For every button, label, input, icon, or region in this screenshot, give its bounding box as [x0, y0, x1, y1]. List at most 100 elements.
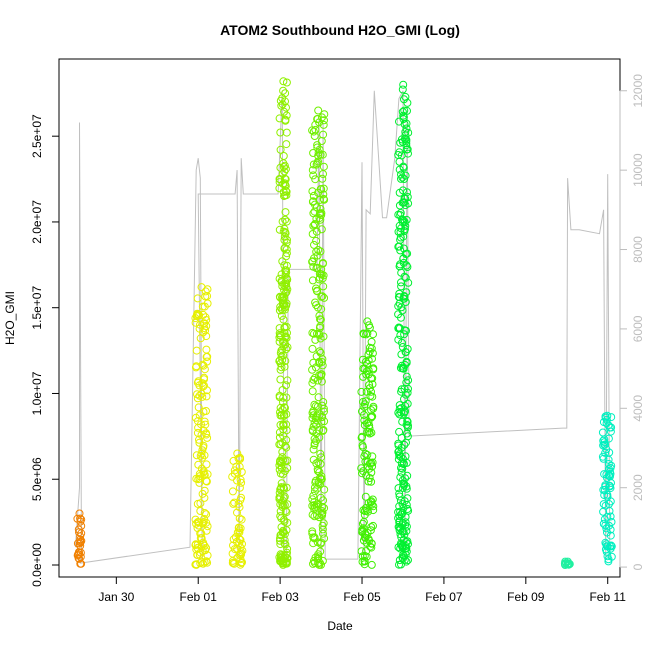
data-point: [200, 486, 209, 495]
data-point: [399, 454, 407, 463]
data-point: [368, 380, 377, 389]
data-point: [276, 408, 284, 417]
data-point: [203, 551, 212, 560]
right-tick-label: 10000: [631, 153, 645, 187]
data-point: [311, 120, 320, 129]
data-point: [200, 558, 209, 567]
data-point: [399, 409, 408, 418]
data-point: [195, 324, 204, 333]
data-points: [73, 77, 616, 569]
y-tick-label: 1.0e+07: [30, 371, 44, 415]
data-point: [367, 477, 376, 486]
data-point: [316, 460, 325, 468]
data-point: [368, 412, 377, 421]
data-point: [403, 537, 412, 546]
data-point: [395, 165, 404, 174]
data-point: [200, 509, 209, 517]
data-point: [395, 188, 404, 197]
data-point: [362, 552, 371, 561]
data-point: [395, 560, 403, 569]
data-point: [275, 225, 284, 234]
data-point: [283, 235, 291, 244]
data-point: [193, 294, 202, 303]
data-point: [312, 247, 321, 256]
x-axis: Jan 30 Feb 01 Feb 03 Feb 05 Feb 07 Feb 09 Feb …: [98, 576, 626, 604]
data-point: [203, 292, 212, 301]
data-point: [397, 468, 406, 477]
data-point: [237, 550, 246, 559]
data-point: [237, 478, 246, 487]
data-point: [279, 77, 288, 86]
data-point: [402, 420, 411, 429]
data-point: [317, 475, 326, 484]
y-tick-label: 1.5e+07: [30, 286, 44, 330]
data-point: [281, 270, 290, 279]
data-point: [308, 257, 317, 266]
data-point: [600, 470, 609, 479]
data-point: [367, 500, 376, 509]
data-point: [198, 360, 207, 369]
data-point: [309, 221, 318, 230]
data-point: [317, 358, 326, 366]
data-point: [320, 534, 329, 543]
x-tick-label: Feb 09: [507, 590, 545, 604]
data-point: [279, 315, 288, 324]
data-point: [403, 106, 411, 115]
data-point: [194, 403, 203, 412]
point-cluster: [560, 557, 574, 569]
data-point: [402, 527, 411, 536]
data-point: [399, 80, 408, 89]
data-point: [200, 324, 209, 333]
data-point: [396, 246, 405, 255]
data-point: [309, 411, 318, 420]
data-point: [281, 441, 290, 450]
data-point: [282, 301, 291, 310]
data-point: [368, 458, 377, 467]
data-point: [316, 449, 325, 458]
data-point: [193, 518, 202, 526]
data-point: [237, 515, 246, 524]
right-axis: 0 2000 4000 6000 8000 10000 12000: [619, 74, 645, 570]
data-point: [314, 393, 323, 402]
data-point: [199, 441, 208, 450]
data-point: [605, 521, 613, 530]
data-point: [400, 497, 409, 506]
data-point: [200, 302, 209, 311]
data-point: [310, 221, 319, 229]
data-point: [402, 124, 411, 133]
data-point: [606, 525, 615, 534]
data-point: [602, 542, 611, 551]
data-point: [308, 427, 317, 436]
data-point: [315, 275, 323, 284]
data-point: [401, 513, 410, 521]
data-point: [319, 170, 327, 178]
data-point: [319, 282, 328, 291]
data-point: [401, 474, 410, 483]
data-point: [75, 550, 84, 559]
data-point: [278, 257, 287, 266]
data-point: [367, 543, 376, 552]
point-cluster: [598, 411, 616, 566]
point-cluster: [275, 77, 292, 569]
data-point: [279, 528, 288, 537]
altitude-line: [74, 90, 612, 564]
data-point: [282, 526, 291, 535]
data-point: [276, 375, 285, 384]
data-point: [401, 348, 410, 356]
data-point: [318, 174, 327, 183]
data-point: [282, 217, 291, 226]
data-point: [195, 435, 203, 444]
data-point: [395, 299, 404, 308]
data-point: [277, 479, 286, 488]
data-point: [400, 330, 409, 339]
right-tick-label: 2000: [631, 474, 645, 501]
data-point: [309, 491, 318, 500]
data-point: [198, 302, 207, 311]
y-tick-label: 2.5e+07: [30, 114, 44, 158]
data-point: [310, 329, 318, 338]
data-point: [400, 459, 408, 468]
data-point: [358, 469, 366, 478]
data-point: [400, 556, 409, 564]
data-point: [76, 535, 85, 544]
data-point: [607, 413, 616, 422]
